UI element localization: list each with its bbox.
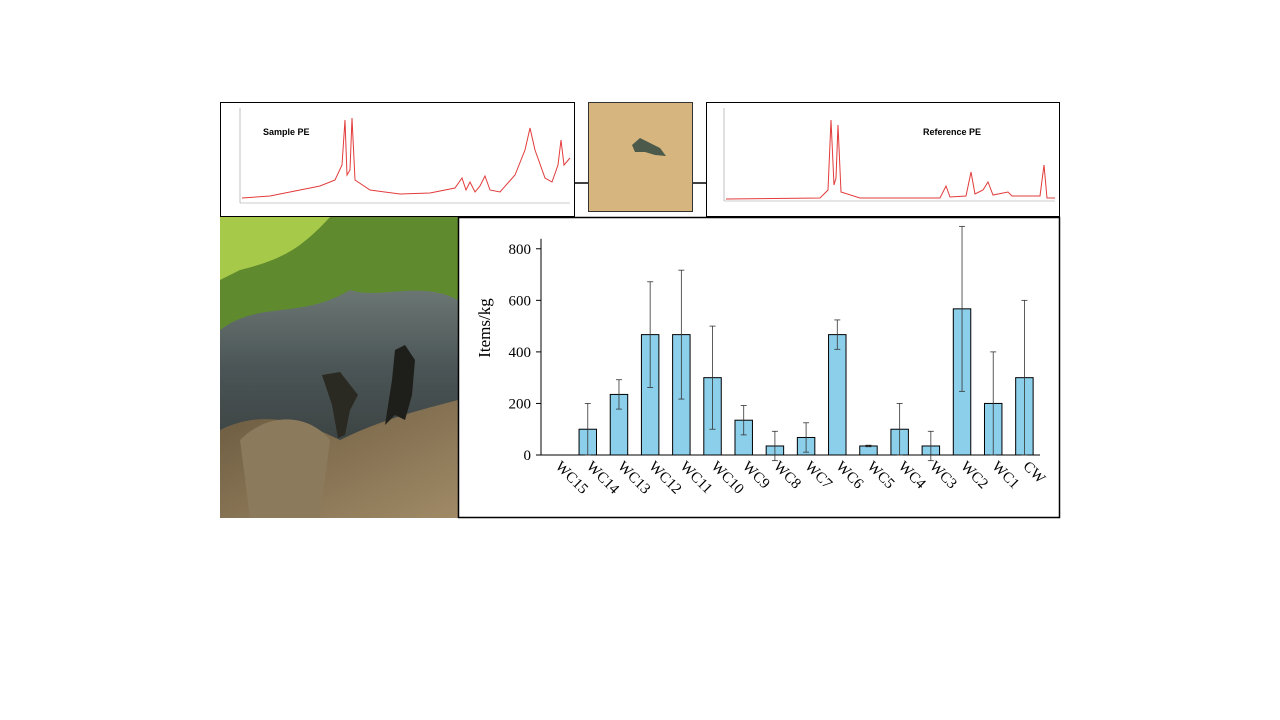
y-tick-label: 0 <box>524 448 532 464</box>
error-bar <box>959 225 966 392</box>
error-bar <box>990 351 997 456</box>
sample-spectrum: Sample PE <box>220 102 575 217</box>
panel-title: Sample PE <box>263 127 310 137</box>
error-bar <box>678 269 685 400</box>
error-bar <box>896 403 903 456</box>
error-bar <box>865 444 872 448</box>
bar <box>828 334 847 456</box>
panel-title: Reference PE <box>923 127 981 137</box>
bar <box>859 445 878 456</box>
error-bar <box>584 403 591 456</box>
error-bar <box>927 430 934 462</box>
particle-photo <box>588 102 693 212</box>
y-tick-label: 600 <box>509 293 532 309</box>
error-bar <box>803 422 810 453</box>
error-bar <box>615 379 622 410</box>
error-bar <box>709 325 716 430</box>
error-bar <box>834 319 841 350</box>
error-bar <box>771 430 778 462</box>
y-axis-label: Items/kg <box>475 298 494 358</box>
error-bar <box>647 281 654 388</box>
y-tick-label: 200 <box>509 396 532 412</box>
y-tick-label: 800 <box>509 242 532 258</box>
reference-spectrum: Reference PE <box>706 102 1060 217</box>
error-bar <box>740 405 747 436</box>
error-bar <box>1021 299 1028 456</box>
field-photo <box>220 217 458 518</box>
y-tick-label: 400 <box>509 345 532 361</box>
